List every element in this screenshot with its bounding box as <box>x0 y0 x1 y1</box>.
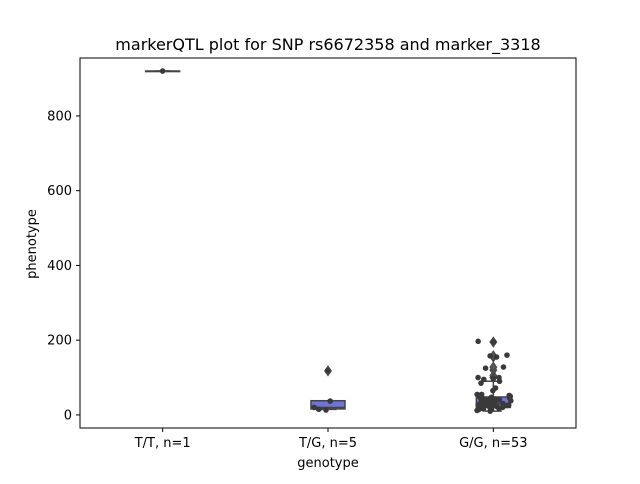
x-axis-label: genotype <box>297 456 358 471</box>
data-point <box>315 406 322 413</box>
data-point <box>474 407 480 414</box>
data-point <box>159 68 166 74</box>
data-point <box>496 397 503 403</box>
data-point <box>500 364 507 370</box>
y-tick-label: 200 <box>47 334 72 349</box>
plot-frame <box>79 57 577 429</box>
data-point <box>327 398 333 404</box>
x-tick-label: T/G, n=5 <box>298 436 357 451</box>
data-point <box>490 339 497 345</box>
data-point <box>475 374 481 381</box>
data-point <box>475 338 481 345</box>
data-point <box>504 402 510 409</box>
data-point <box>508 397 514 404</box>
outlier-marker <box>489 361 498 373</box>
data-point <box>493 354 500 360</box>
data-point <box>478 380 484 386</box>
data-point <box>496 378 503 385</box>
chart-marks <box>144 68 514 414</box>
data-point <box>324 368 331 374</box>
chart-title: markerQTL plot for SNP rs6672358 and mar… <box>115 35 540 55</box>
y-tick-label: 0 <box>64 408 72 423</box>
y-tick-label: 600 <box>47 184 72 199</box>
data-point <box>487 353 493 359</box>
y-tick-label: 800 <box>47 109 72 124</box>
data-point <box>504 352 510 358</box>
y-axis-label: phenotype <box>25 209 40 279</box>
x-tick-label: T/T, n=1 <box>134 436 191 451</box>
y-tick-label: 400 <box>47 259 72 274</box>
x-tick-label: G/G, n=53 <box>459 436 527 451</box>
data-point <box>490 387 496 394</box>
data-point <box>311 404 317 411</box>
data-point <box>496 405 502 411</box>
data-point <box>487 408 493 414</box>
data-point <box>480 406 487 412</box>
data-point <box>323 407 329 413</box>
data-point <box>482 365 489 372</box>
data-point <box>490 375 497 382</box>
axis-ticks: 0 200 400 600 800 T/T, n=1 T/G, n=5 G/G, n=53 <box>47 109 527 451</box>
